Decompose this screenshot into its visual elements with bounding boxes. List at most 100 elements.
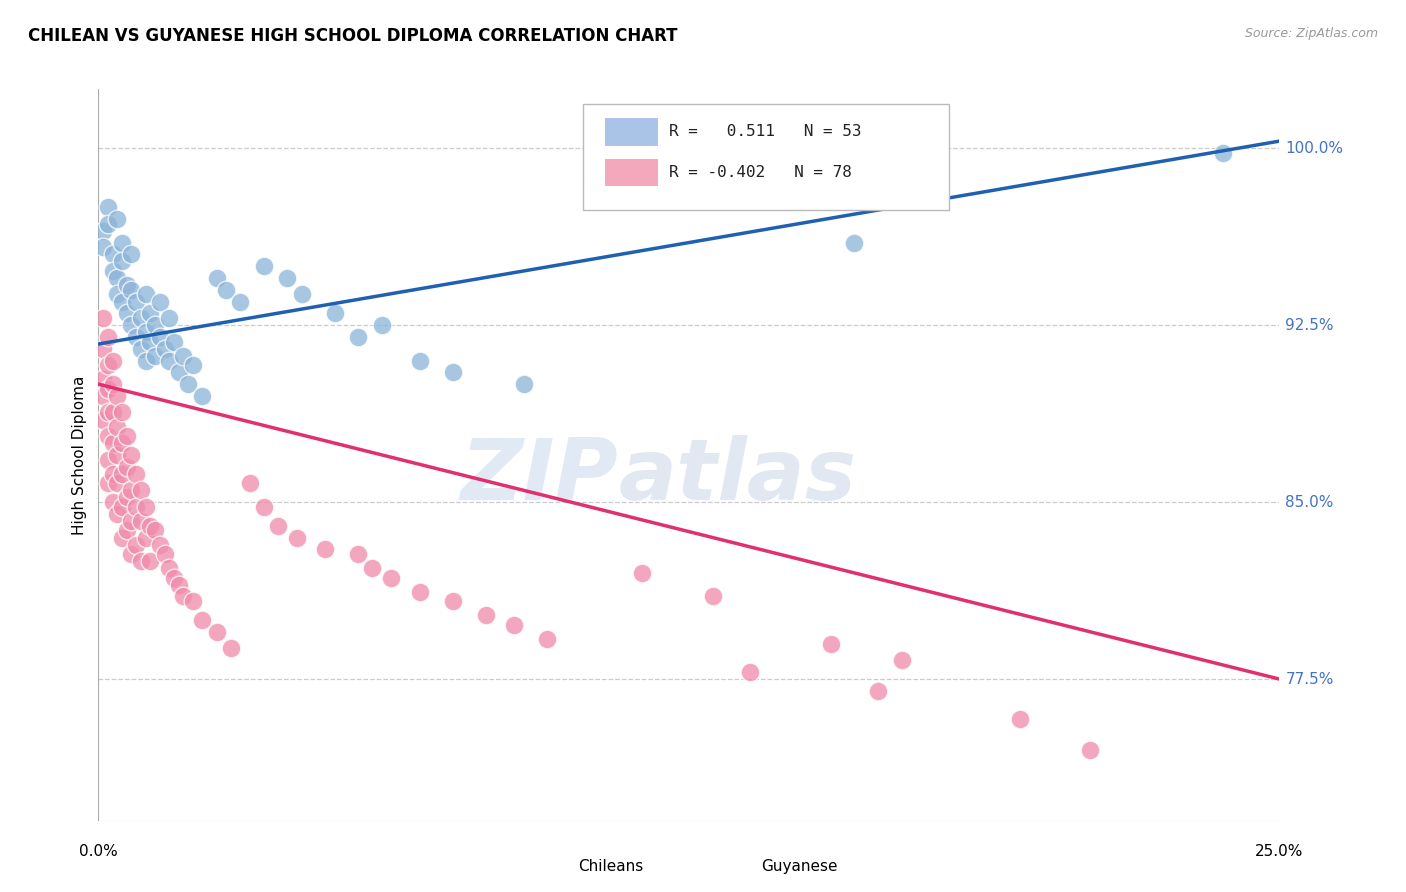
- Point: [125, 294, 148, 309]
- Point: [290, 287, 312, 301]
- Point: [97, 429, 120, 443]
- Point: [512, 377, 534, 392]
- Point: [101, 405, 124, 419]
- Text: Guyanese: Guyanese: [761, 859, 838, 874]
- Point: [441, 365, 464, 379]
- Text: CHILEAN VS GUYANESE HIGH SCHOOL DIPLOMA CORRELATION CHART: CHILEAN VS GUYANESE HIGH SCHOOL DIPLOMA …: [28, 27, 678, 45]
- Point: [97, 217, 120, 231]
- Point: [181, 594, 204, 608]
- Point: [408, 584, 430, 599]
- Point: [115, 429, 138, 443]
- Point: [253, 259, 276, 273]
- Text: 77.5%: 77.5%: [1285, 672, 1334, 687]
- Point: [129, 311, 152, 326]
- Point: [101, 353, 124, 368]
- Text: R =   0.511   N = 53: R = 0.511 N = 53: [669, 124, 862, 139]
- Point: [121, 283, 143, 297]
- Point: [219, 641, 242, 656]
- FancyBboxPatch shape: [582, 103, 949, 210]
- Point: [115, 524, 138, 538]
- Point: [163, 571, 186, 585]
- Point: [371, 318, 394, 333]
- Point: [630, 566, 652, 580]
- Point: [149, 294, 172, 309]
- Point: [135, 353, 157, 368]
- Point: [121, 247, 143, 261]
- Point: [323, 306, 346, 320]
- Point: [105, 448, 128, 462]
- Text: 25.0%: 25.0%: [1256, 844, 1303, 859]
- Point: [1212, 145, 1234, 160]
- Point: [314, 542, 336, 557]
- Point: [135, 325, 157, 339]
- Text: R = -0.402   N = 78: R = -0.402 N = 78: [669, 165, 852, 180]
- Point: [97, 358, 120, 372]
- Point: [111, 235, 134, 250]
- Point: [153, 547, 176, 561]
- Point: [890, 653, 912, 667]
- Point: [111, 531, 134, 545]
- Point: [101, 377, 124, 392]
- Point: [153, 342, 176, 356]
- Point: [97, 382, 120, 396]
- Point: [105, 211, 128, 226]
- Point: [129, 514, 152, 528]
- Point: [536, 632, 558, 646]
- Point: [105, 287, 128, 301]
- Point: [105, 271, 128, 285]
- Point: [149, 538, 172, 552]
- Point: [253, 500, 276, 514]
- Text: 0.0%: 0.0%: [79, 844, 118, 859]
- Point: [866, 684, 889, 698]
- Bar: [605, 118, 658, 145]
- Point: [111, 436, 134, 450]
- Point: [105, 419, 128, 434]
- Point: [157, 353, 180, 368]
- Point: [125, 500, 148, 514]
- Point: [181, 358, 204, 372]
- Point: [115, 306, 138, 320]
- Point: [503, 617, 526, 632]
- Point: [91, 240, 114, 254]
- Point: [135, 287, 157, 301]
- Point: [149, 330, 172, 344]
- Point: [101, 495, 124, 509]
- Point: [91, 389, 114, 403]
- Text: ZIP: ZIP: [460, 435, 619, 518]
- Text: 92.5%: 92.5%: [1285, 318, 1334, 333]
- Point: [167, 365, 190, 379]
- Point: [129, 554, 152, 568]
- Point: [205, 624, 228, 639]
- Point: [441, 594, 464, 608]
- Point: [129, 342, 152, 356]
- Bar: [707, 856, 754, 877]
- Point: [177, 377, 200, 392]
- Point: [215, 283, 238, 297]
- Point: [105, 507, 128, 521]
- Point: [105, 476, 128, 491]
- Point: [139, 554, 162, 568]
- Point: [347, 330, 370, 344]
- Point: [143, 318, 166, 333]
- Point: [121, 318, 143, 333]
- Point: [475, 608, 498, 623]
- Point: [267, 518, 290, 533]
- Point: [97, 200, 120, 214]
- Point: [121, 483, 143, 498]
- Point: [91, 412, 114, 426]
- Text: Source: ZipAtlas.com: Source: ZipAtlas.com: [1244, 27, 1378, 40]
- Point: [172, 349, 194, 363]
- Point: [380, 571, 402, 585]
- Point: [276, 271, 298, 285]
- Point: [143, 524, 166, 538]
- Point: [91, 372, 114, 386]
- Point: [97, 330, 120, 344]
- Point: [139, 518, 162, 533]
- Point: [101, 264, 124, 278]
- Text: 85.0%: 85.0%: [1285, 494, 1334, 509]
- Bar: [605, 159, 658, 186]
- Point: [115, 459, 138, 474]
- Point: [1080, 743, 1102, 757]
- Point: [157, 311, 180, 326]
- Bar: [523, 856, 571, 877]
